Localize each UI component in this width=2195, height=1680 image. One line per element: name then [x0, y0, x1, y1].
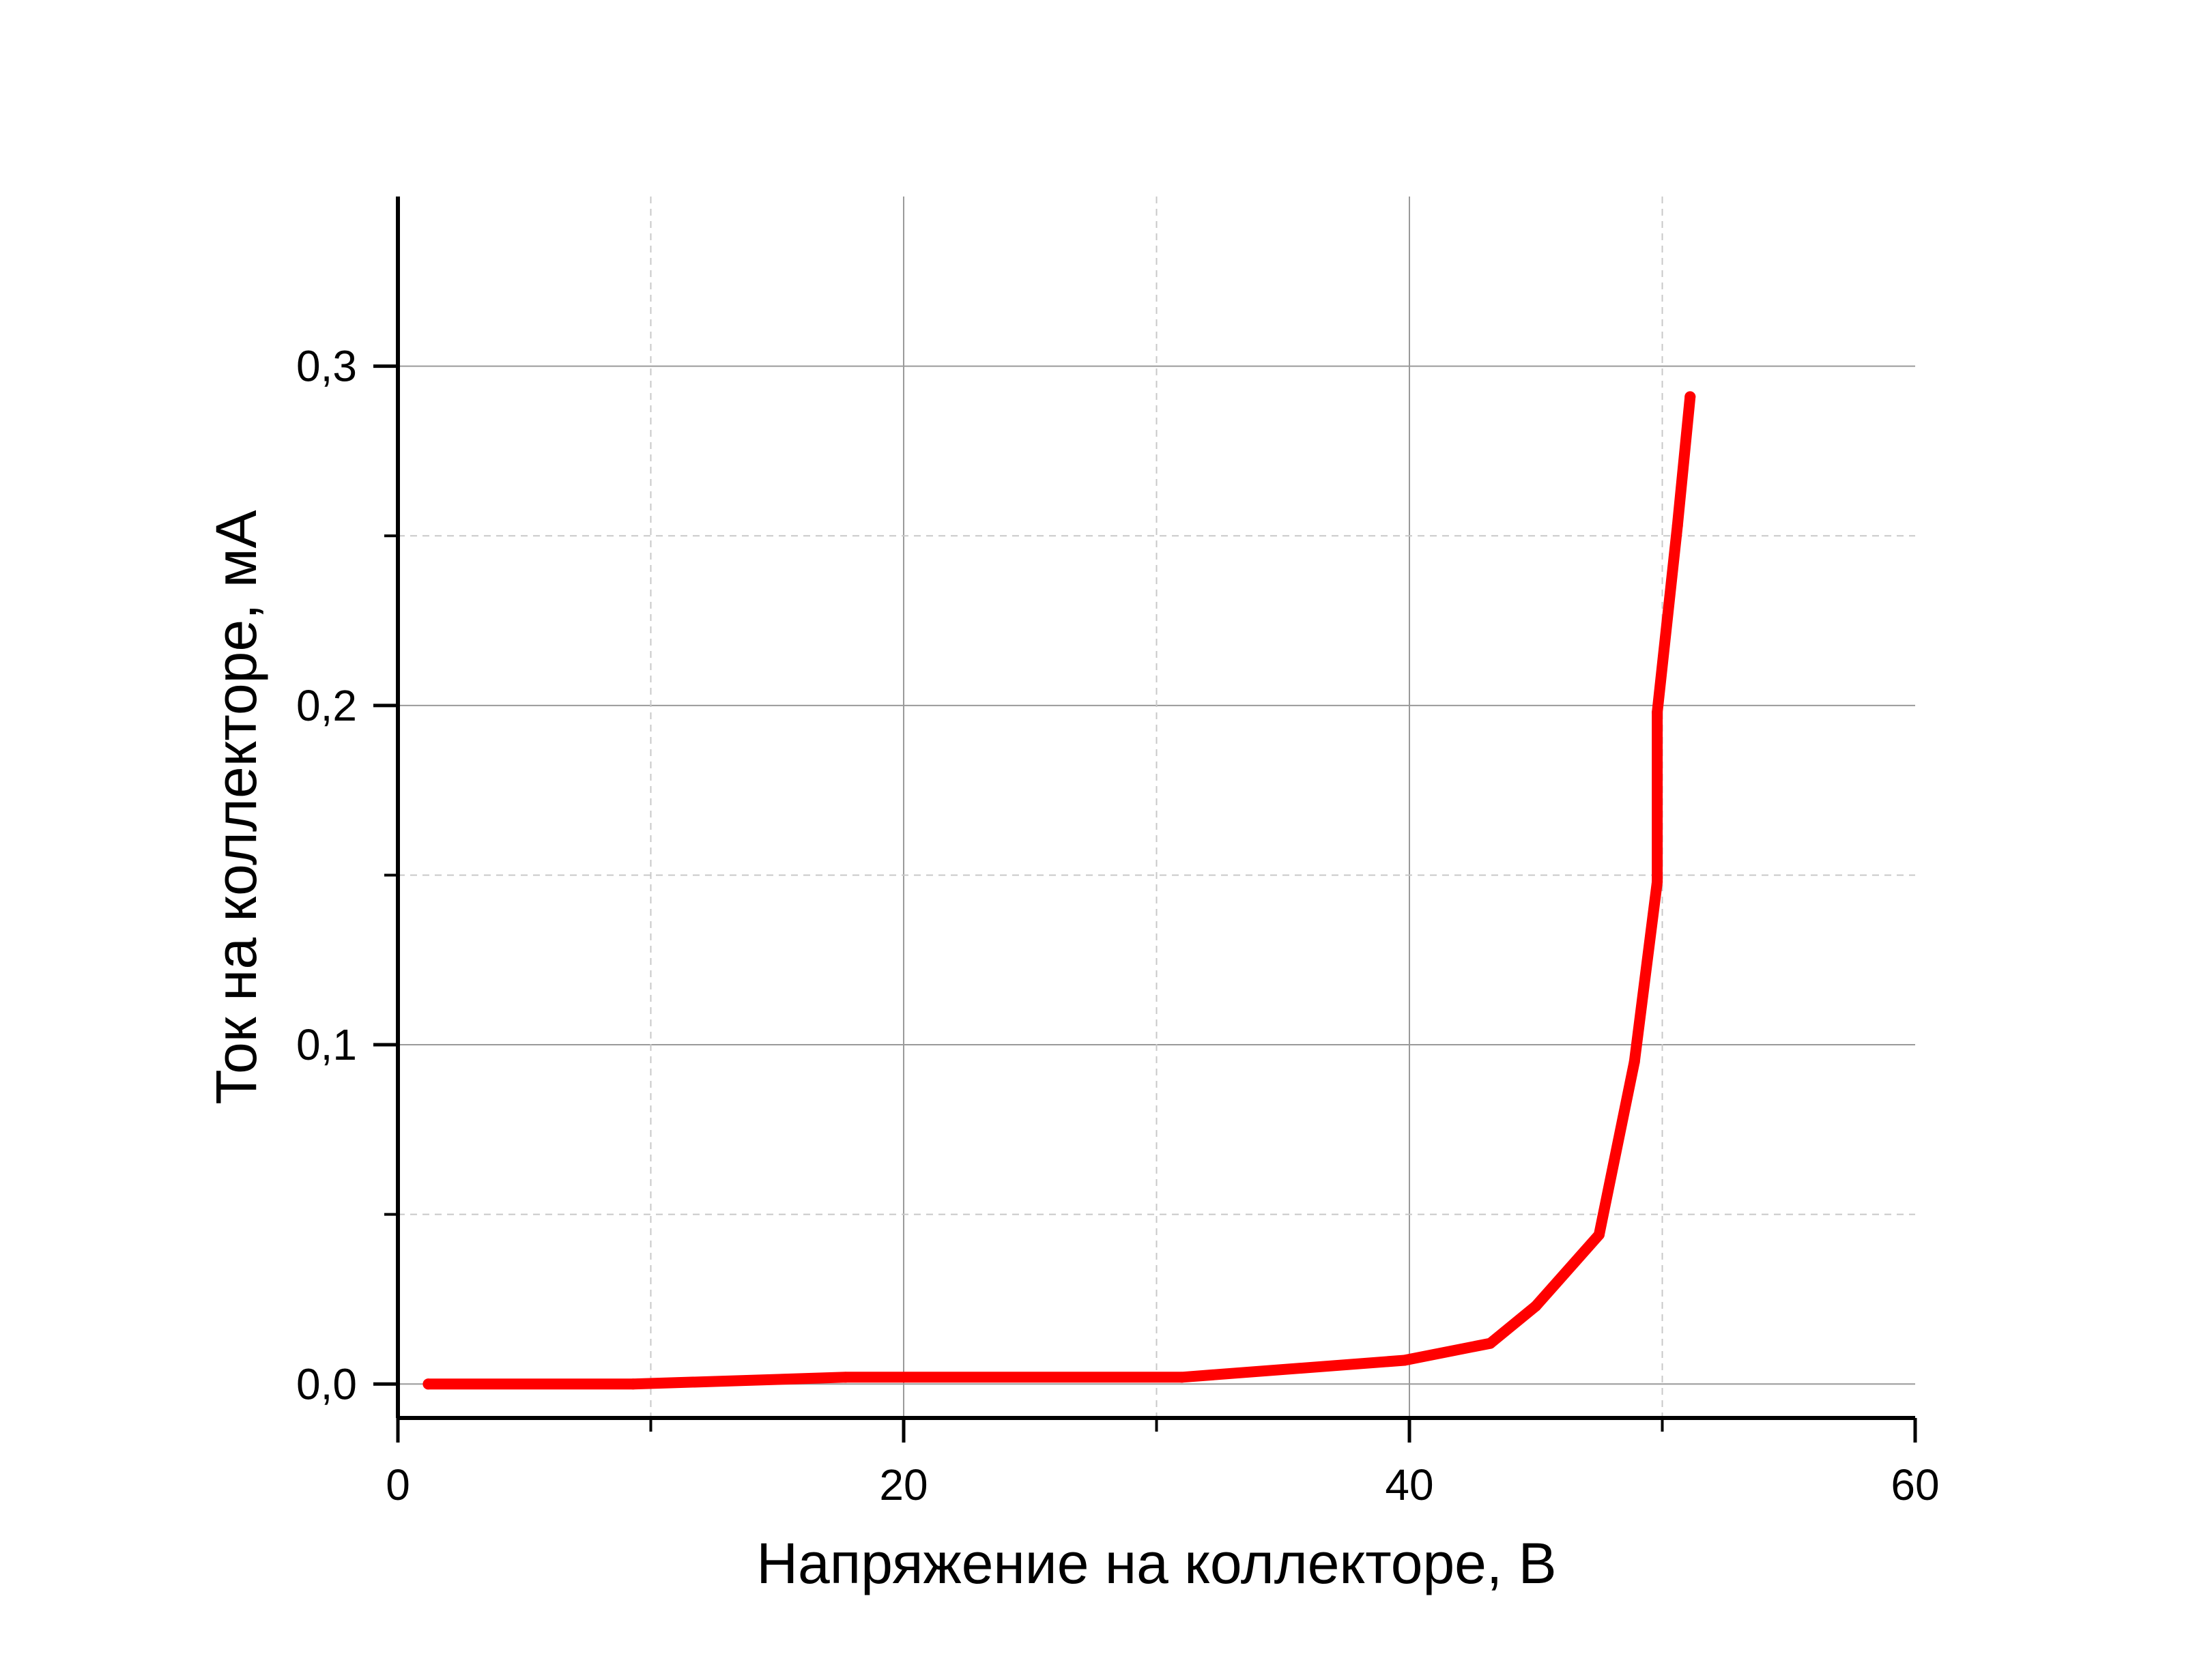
- y-tick-label: 0,3: [296, 342, 357, 391]
- data-point: [1684, 391, 1696, 403]
- grid: [398, 197, 1915, 1418]
- y-tick-label: 0,0: [296, 1359, 357, 1408]
- x-tick-label: 20: [879, 1460, 928, 1509]
- data-point: [1593, 1229, 1605, 1241]
- x-axis-title: Напряжение на коллекторе, В: [756, 1531, 1556, 1595]
- data-point: [1398, 1355, 1410, 1366]
- ticks: 0 20 40 60 0,0 0,1 0,2 0,3: [296, 342, 1940, 1509]
- data-point: [1672, 520, 1683, 532]
- y-tick-label: 0,2: [296, 681, 357, 730]
- y-tick-label: 0,1: [296, 1020, 357, 1069]
- series-line: [422, 391, 1696, 1390]
- data-point: [1484, 1337, 1496, 1349]
- data-point: [1652, 876, 1663, 888]
- data-point: [1652, 706, 1663, 718]
- data-point: [422, 1378, 434, 1390]
- y-axis-title: Ток на коллекторе, мА: [204, 510, 268, 1104]
- data-point: [627, 1378, 639, 1390]
- data-point: [1530, 1300, 1542, 1312]
- data-point: [840, 1372, 851, 1383]
- x-tick-label: 60: [1891, 1460, 1939, 1509]
- series-layer: [422, 391, 1696, 1390]
- x-tick-label: 40: [1385, 1460, 1433, 1509]
- data-point: [1629, 1056, 1640, 1067]
- x-tick-label: 0: [386, 1460, 410, 1509]
- data-point: [1176, 1372, 1188, 1383]
